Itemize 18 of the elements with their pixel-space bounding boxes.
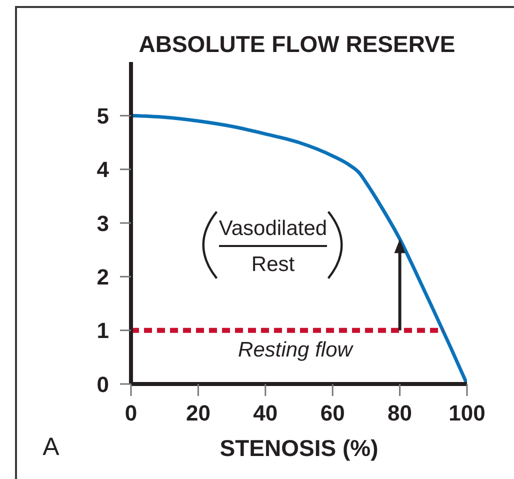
y-tick-label: 1 xyxy=(96,318,109,344)
text: A xyxy=(42,433,60,461)
x-tick-label: 100 xyxy=(448,400,486,426)
annotation: Rest xyxy=(251,253,295,276)
y-tick-label: 2 xyxy=(96,264,109,290)
series-label: Resting flow xyxy=(238,338,354,362)
y-tick-label: 4 xyxy=(96,157,110,182)
y-tick-label: 3 xyxy=(96,210,109,236)
annotation: Vasodilated xyxy=(218,217,328,240)
y-tick-label: 0 xyxy=(96,372,109,397)
x-tick-label: 60 xyxy=(320,400,345,426)
x-axis-title: STENOSIS (%) xyxy=(220,435,378,461)
x-tick-label: 20 xyxy=(186,400,210,426)
x-tick-label: 80 xyxy=(388,400,412,426)
x-tick-label: 0 xyxy=(124,400,138,426)
chart-title: ABSOLUTE FLOW RESERVE xyxy=(138,31,456,57)
y-tick-label: 5 xyxy=(96,103,109,128)
x-tick-label: 40 xyxy=(253,400,278,426)
